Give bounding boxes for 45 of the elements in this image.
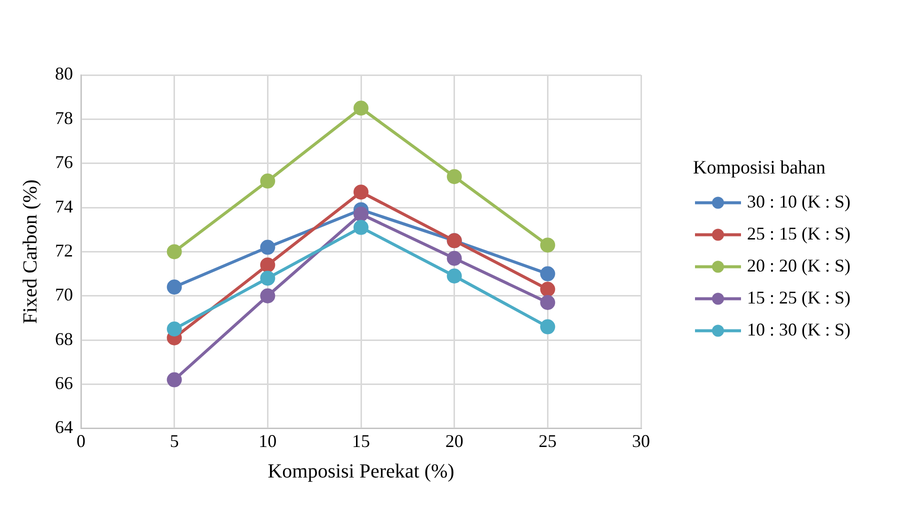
- y-tick-label: 80: [55, 64, 73, 84]
- point: [260, 174, 276, 189]
- point: [540, 282, 556, 297]
- point: [260, 270, 276, 286]
- point: [540, 238, 556, 253]
- point: [166, 244, 182, 260]
- legend-label: 25 : 15 (K : S): [747, 223, 851, 244]
- legend-label: 30 : 10 (K : S): [747, 191, 851, 212]
- point: [166, 372, 182, 388]
- y-tick-label: 76: [55, 152, 73, 172]
- point: [540, 295, 556, 310]
- x-tick-label: 20: [445, 430, 464, 451]
- point: [354, 220, 368, 235]
- y-tick-label: 64: [55, 417, 73, 438]
- point: [354, 206, 368, 222]
- y-tick-label: 72: [55, 240, 73, 260]
- x-tick-label: 15: [352, 430, 370, 451]
- x-axis-title: Komposisi Perekat (%): [268, 460, 454, 482]
- y-tick-label: 78: [55, 108, 73, 128]
- point: [354, 100, 368, 116]
- point: [446, 268, 462, 284]
- y-tick-label: 66: [55, 372, 73, 393]
- legend-label: 15 : 25 (K : S): [747, 287, 851, 308]
- y-tick-label: 70: [55, 284, 73, 305]
- x-tick-label: 25: [538, 430, 557, 451]
- point: [166, 322, 182, 337]
- legend-label: 10 : 30 (K : S): [747, 319, 851, 340]
- point: [260, 257, 276, 272]
- point: [260, 288, 276, 304]
- legend-label: 20 : 20 (K : S): [747, 255, 851, 276]
- y-tick-label: 68: [55, 328, 73, 349]
- point: [166, 280, 182, 295]
- y-axis-title: Fixed Carbon (%): [19, 179, 42, 324]
- x-tick-label: 5: [170, 430, 179, 451]
- point: [540, 266, 556, 282]
- x-tick-label: 0: [76, 430, 86, 451]
- point: [446, 250, 462, 266]
- point: [354, 184, 368, 200]
- y-tick-label: 74: [55, 196, 73, 216]
- x-tick-label: 10: [258, 430, 277, 451]
- legend-title: Komposisi bahan: [693, 158, 826, 179]
- point: [540, 319, 556, 334]
- point: [260, 240, 276, 255]
- point: [446, 169, 462, 184]
- x-tick-label: 30: [632, 430, 650, 451]
